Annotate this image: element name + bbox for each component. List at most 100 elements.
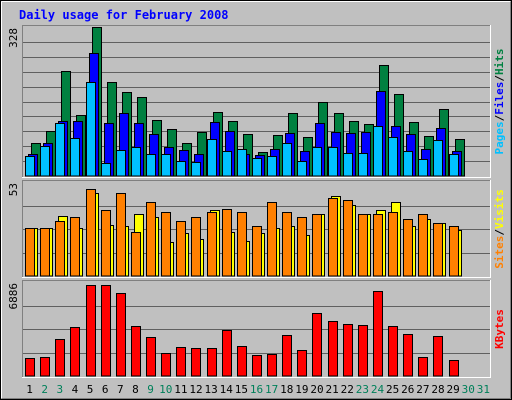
day-label-24: 24: [371, 383, 385, 396]
day-label-13: 13: [204, 383, 217, 396]
bar-kbytes-day-19: [297, 350, 307, 377]
day-label-28: 28: [431, 383, 444, 396]
day-label-12: 12: [189, 383, 202, 396]
bar-sites-day-20: [312, 214, 322, 277]
bar-kbytes-day-16: [252, 355, 262, 377]
bar-pages-day-1: [25, 156, 35, 177]
bar-pages-day-28: [433, 140, 443, 177]
bar-kbytes-day-27: [418, 357, 428, 377]
legend-item-hits: Hits: [493, 49, 506, 76]
bar-sites-day-17: [267, 202, 277, 277]
bar-kbytes-day-11: [176, 347, 186, 377]
bar-kbytes-day-20: [312, 313, 322, 377]
bar-kbytes-day-5: [86, 285, 96, 377]
bar-kbytes-day-2: [40, 357, 50, 377]
day-label-22: 22: [341, 383, 354, 396]
bar-sites-day-29: [449, 226, 459, 277]
bar-sites-day-6: [101, 210, 111, 277]
panel-max-labels: 328 53 6886: [7, 28, 20, 310]
bar-pages-day-11: [176, 161, 186, 177]
bar-sites-day-26: [403, 219, 413, 277]
bar-pages-day-10: [161, 154, 171, 177]
bar-sites-day-10: [161, 212, 171, 277]
bar-pages-day-26: [403, 151, 413, 177]
day-label-3: 3: [57, 383, 64, 396]
legend-separator: /: [493, 229, 506, 236]
day-label-15: 15: [235, 383, 248, 396]
legend-separator: /: [493, 75, 506, 82]
bar-sites-day-21: [328, 198, 338, 277]
day-label-31: 31: [477, 383, 490, 396]
bar-kbytes-day-14: [222, 330, 232, 377]
bar-pages-day-22: [343, 153, 353, 177]
day-label-14: 14: [220, 383, 234, 396]
day-label-1: 1: [26, 383, 33, 396]
legend-separator: /: [493, 114, 506, 121]
bar-kbytes-day-23: [358, 325, 368, 377]
bar-sites-day-8: [131, 232, 141, 277]
bar-sites-day-28: [433, 223, 443, 277]
bar-pages-day-5: [86, 82, 96, 177]
day-label-16: 16: [250, 383, 263, 396]
day-label-30: 30: [462, 383, 475, 396]
bar-kbytes-day-28: [433, 336, 443, 377]
bar-pages-day-3: [55, 123, 65, 177]
bar-sites-day-22: [343, 200, 353, 277]
bar-sites-day-11: [176, 221, 186, 277]
bar-kbytes-day-25: [388, 326, 398, 377]
panel-max-label: 6886: [7, 283, 20, 310]
bar-sites-day-16: [252, 226, 262, 277]
bar-pages-day-15: [237, 149, 247, 177]
bar-pages-day-29: [449, 154, 459, 177]
bar-sites-day-23: [358, 214, 368, 277]
legend-kbytes: KBytes: [493, 309, 506, 349]
bar-pages-day-7: [116, 150, 126, 177]
day-label-29: 29: [447, 383, 460, 396]
day-label-4: 4: [72, 383, 79, 396]
bar-sites-day-7: [116, 193, 126, 277]
bar-pages-day-14: [222, 151, 232, 177]
day-label-9: 9: [147, 383, 154, 396]
chart-bars: [25, 27, 465, 377]
bar-sites-day-3: [55, 221, 65, 277]
bar-kbytes-day-22: [343, 324, 353, 377]
legend-item-pages: Pages: [493, 121, 506, 154]
bar-sites-day-2: [40, 228, 50, 277]
bar-sites-day-1: [25, 228, 35, 277]
bar-sites-day-13: [207, 212, 217, 277]
bar-pages-day-12: [191, 162, 201, 177]
panel-max-label: 53: [7, 183, 20, 196]
bar-sites-day-25: [388, 212, 398, 277]
bar-kbytes-day-9: [146, 337, 156, 377]
bar-kbytes-day-7: [116, 293, 126, 377]
bar-kbytes-day-4: [70, 327, 80, 377]
bar-pages-day-8: [131, 147, 141, 177]
bar-kbytes-day-15: [237, 346, 247, 377]
bar-kbytes-day-12: [191, 348, 201, 377]
day-label-7: 7: [117, 383, 124, 396]
bar-pages-day-4: [70, 138, 80, 177]
bar-pages-day-18: [282, 143, 292, 177]
legend-item-files: Files: [493, 82, 506, 115]
day-label-8: 8: [132, 383, 139, 396]
bar-kbytes-day-29: [449, 360, 459, 377]
day-label-20: 20: [310, 383, 323, 396]
bar-sites-day-19: [297, 217, 307, 277]
day-label-5: 5: [87, 383, 94, 396]
bar-kbytes-day-13: [207, 348, 217, 377]
x-axis-day-labels: 1 2 3 4 5 6 7 8 9 10 11 12 13 14 15 16 17 18 19 20 21 22 23 24 2…: [26, 383, 490, 396]
bar-kbytes-day-17: [267, 354, 277, 377]
day-label-27: 27: [416, 383, 429, 396]
bar-sites-day-14: [222, 209, 232, 277]
bar-pages-day-21: [328, 147, 338, 177]
day-label-21: 21: [326, 383, 339, 396]
day-label-10: 10: [159, 383, 172, 396]
bar-kbytes-day-3: [55, 339, 65, 377]
bar-sites-day-12: [191, 217, 201, 277]
legend-item-sites: Sites: [493, 236, 506, 269]
bar-sites-day-5: [86, 189, 96, 277]
day-label-17: 17: [265, 383, 278, 396]
day-label-2: 2: [41, 383, 48, 396]
